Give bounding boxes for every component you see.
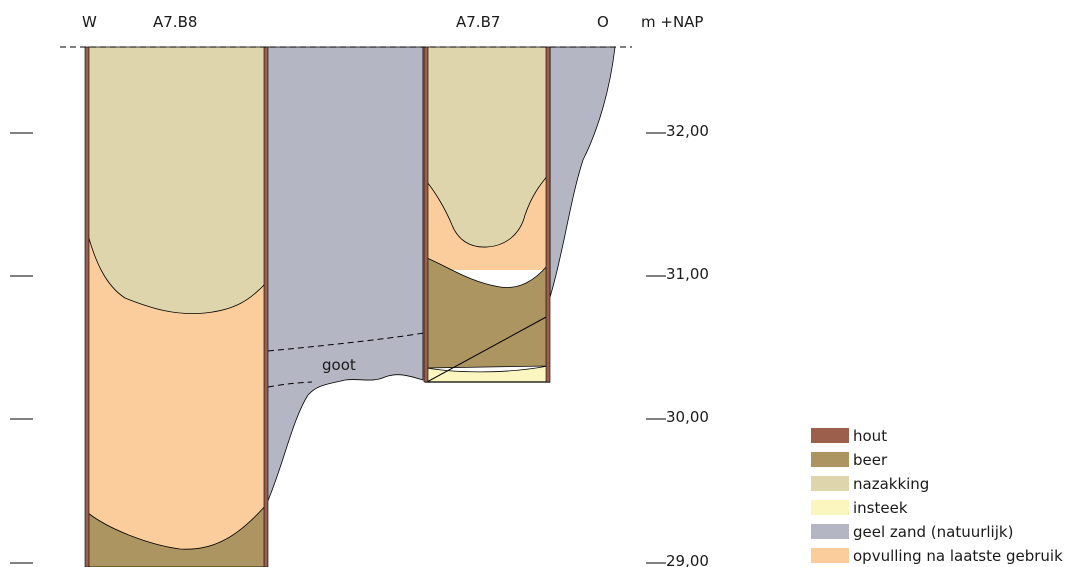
legend-swatch-nazakking [811,476,849,491]
legend-swatch-insteek [811,500,849,515]
layer-geel-zand-middle [265,46,424,506]
elevation-label-29: 29,00 [666,552,709,567]
legend-swatch-beer [811,452,849,467]
legend: hout beer nazakking insteek geel zand (n… [811,427,1063,565]
legend-label-beer: beer [853,451,888,469]
wood-wall-b7-east [545,46,551,383]
wood-wall-b8-east [263,46,269,567]
label-west: W [82,13,97,31]
diagonal-line-b7 [426,315,549,383]
goot-dashed-line-bottom [267,381,313,388]
label-pit-a7-b7: A7.B7 [456,13,500,31]
layer-geel-zand-east [549,46,616,298]
wood-wall-b7-west [423,46,429,383]
legend-swatch-hout [811,428,849,443]
pit-a7-b8 [84,46,269,567]
wood-wall-b8-west [84,46,90,567]
legend-label-insteek: insteek [853,499,908,517]
label-pit-a7-b8: A7.B8 [153,13,197,31]
layer-nazakking-b7 [426,46,549,248]
legend-swatch-opvulling [811,548,849,563]
goot-label: goot [322,356,356,374]
elevation-label-31: 31,00 [666,265,709,283]
goot-dashed-line-top [267,332,425,352]
elevation-label-30: 30,00 [666,408,709,426]
label-unit: m +NAP [641,13,703,31]
legend-label-geel-zand: geel zand (natuurlijk) [853,523,1013,541]
layer-beer-b8 [87,503,267,567]
layer-nazakking-b8 [87,46,267,314]
legend-label-hout: hout [853,427,887,445]
pit-a7-b7 [423,46,551,383]
legend-label-opvulling: opvulling na laatste gebruik [853,547,1063,565]
layer-beer-b7 [426,257,549,369]
legend-label-nazakking: nazakking [853,475,929,493]
legend-swatch-geel-zand [811,524,849,539]
elevation-label-32: 32,00 [666,122,709,140]
layer-insteek-b7 [426,365,549,383]
label-east: O [597,13,609,31]
